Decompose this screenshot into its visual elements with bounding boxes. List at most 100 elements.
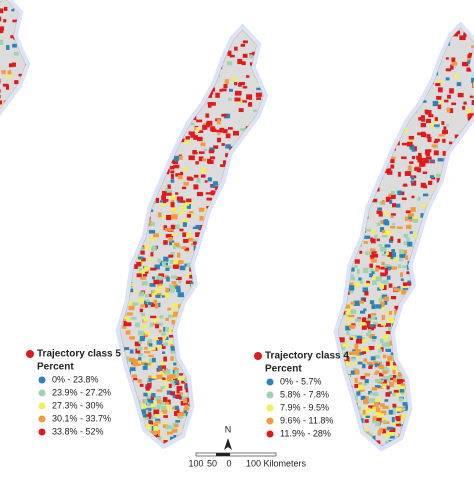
raster-cell xyxy=(124,186,127,190)
raster-cell xyxy=(338,198,341,203)
raster-cell xyxy=(261,331,266,335)
raster-cell xyxy=(147,189,153,194)
raster-cell xyxy=(433,270,438,274)
raster-cell xyxy=(27,269,31,271)
raster-cell xyxy=(173,363,176,366)
raster-cell xyxy=(235,163,239,168)
raster-cell xyxy=(357,220,362,223)
raster-cell xyxy=(438,206,444,211)
raster-cell xyxy=(394,104,399,106)
raster-cell xyxy=(183,398,187,403)
raster-cell xyxy=(137,273,142,277)
raster-cell xyxy=(28,139,31,142)
raster-cell xyxy=(251,417,254,422)
raster-cell xyxy=(201,288,204,290)
raster-cell xyxy=(135,67,139,70)
raster-cell xyxy=(162,295,165,297)
raster-cell xyxy=(446,338,450,343)
raster-cell xyxy=(380,267,384,270)
raster-cell xyxy=(221,329,226,333)
raster-cell xyxy=(1,399,4,403)
raster-cell xyxy=(154,318,160,320)
raster-cell xyxy=(0,241,3,244)
raster-cell xyxy=(427,380,431,385)
raster-cell xyxy=(172,140,175,145)
raster-cell xyxy=(255,209,260,211)
raster-cell xyxy=(443,278,447,283)
raster-cell xyxy=(346,40,350,44)
raster-cell xyxy=(415,264,418,266)
raster-cell xyxy=(413,422,417,427)
raster-cell xyxy=(162,158,165,162)
raster-cell xyxy=(243,208,248,213)
raster-cell xyxy=(183,438,188,442)
raster-cell xyxy=(135,90,141,95)
raster-cell xyxy=(388,450,394,455)
raster-cell xyxy=(179,332,185,335)
raster-cell xyxy=(392,203,396,207)
raster-cell xyxy=(399,258,403,261)
raster-cell xyxy=(451,247,456,250)
raster-cell xyxy=(355,370,360,375)
raster-cell xyxy=(179,229,183,232)
raster-cell xyxy=(171,97,176,101)
raster-cell xyxy=(203,401,207,406)
raster-cell xyxy=(173,54,176,58)
raster-cell xyxy=(174,381,178,384)
raster-cell xyxy=(438,286,443,290)
raster-cell xyxy=(396,393,400,397)
raster-cell xyxy=(185,441,190,444)
raster-cell xyxy=(130,169,136,173)
raster-cell xyxy=(447,366,450,371)
raster-cell xyxy=(23,381,26,383)
raster-cell xyxy=(203,281,208,284)
raster-cell xyxy=(365,116,369,120)
raster-cell xyxy=(266,297,271,300)
raster-cell xyxy=(461,346,464,348)
raster-cell xyxy=(415,385,419,389)
raster-cell xyxy=(212,357,217,360)
raster-cell xyxy=(378,160,384,164)
raster-cell xyxy=(426,342,431,345)
raster-cell xyxy=(343,437,346,440)
raster-cell xyxy=(26,318,29,323)
raster-cell xyxy=(3,402,7,406)
raster-cell xyxy=(232,264,238,269)
raster-cell xyxy=(369,32,374,37)
raster-cell xyxy=(261,320,265,323)
raster-cell xyxy=(225,79,229,84)
raster-cell xyxy=(231,408,237,413)
raster-cell xyxy=(253,397,257,401)
raster-cell xyxy=(264,31,270,36)
raster-cell xyxy=(241,438,246,441)
raster-cell xyxy=(13,254,18,257)
raster-cell xyxy=(470,279,474,284)
raster-cell xyxy=(388,232,391,235)
raster-cell xyxy=(374,33,379,36)
raster-cell xyxy=(215,357,221,360)
raster-cell xyxy=(259,422,263,426)
raster-cell xyxy=(144,133,150,138)
raster-cell xyxy=(235,271,239,275)
raster-cell xyxy=(14,372,18,374)
raster-cell xyxy=(179,343,183,347)
raster-cell xyxy=(404,184,408,187)
raster-cell xyxy=(367,362,373,365)
raster-cell xyxy=(434,40,438,43)
raster-cell xyxy=(370,81,374,84)
raster-cell xyxy=(132,214,137,218)
raster-cell xyxy=(430,404,435,407)
raster-cell xyxy=(426,221,432,225)
raster-cell xyxy=(350,33,354,37)
raster-cell xyxy=(221,411,224,413)
raster-cell xyxy=(170,356,173,361)
raster-cell xyxy=(11,315,15,319)
raster-cell xyxy=(219,407,224,412)
raster-cell xyxy=(214,423,218,426)
raster-cell xyxy=(187,107,193,112)
raster-cell xyxy=(123,433,126,436)
raster-cell xyxy=(197,353,203,356)
raster-cell xyxy=(435,328,439,331)
raster-cell xyxy=(211,235,214,238)
raster-cell xyxy=(388,317,394,322)
